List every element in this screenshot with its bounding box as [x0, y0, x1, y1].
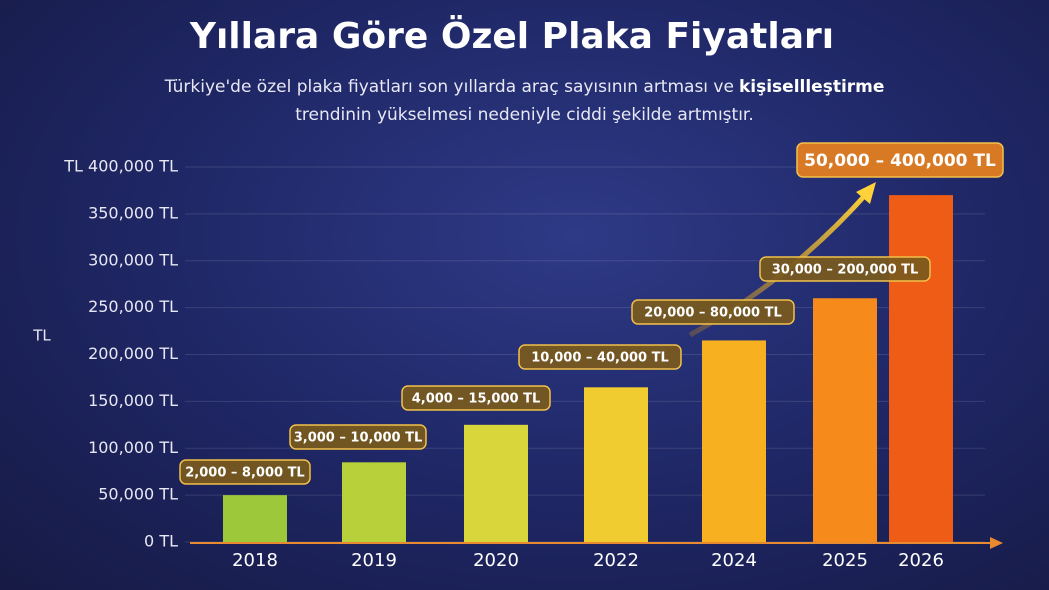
y-axis-label: TL: [32, 327, 51, 345]
bar: [889, 195, 953, 542]
subtitle-text: Türkiye'de özel plaka fiyatları son yıll…: [164, 77, 734, 97]
bar: [702, 340, 766, 542]
y-tick-label: 300,000 TL: [88, 250, 178, 269]
chart-title: Yıllara Göre Özel Plaka Fiyatları: [189, 15, 834, 57]
trend-arrowhead: [856, 182, 876, 204]
x-axis-arrow: [990, 537, 1003, 549]
range-badge: [179, 459, 311, 485]
bar: [813, 298, 877, 542]
range-label: 30,000 – 200,000 TL: [772, 263, 919, 278]
bar: [584, 387, 648, 542]
range-badge: [289, 424, 427, 450]
range-badge: [401, 385, 551, 411]
range-label: 20,000 – 80,000 TL: [644, 306, 782, 321]
y-tick-label: 200,000 TL: [88, 344, 178, 363]
x-tick-label: 2026: [898, 550, 944, 571]
subtitle: Türkiye'de özel plaka fiyatları son yıll…: [0, 73, 1049, 129]
y-tick-label: 100,000 TL: [88, 438, 178, 457]
range-label: 10,000 – 40,000 TL: [531, 351, 669, 366]
x-tick-label: 2018: [232, 550, 278, 571]
range-badge: [518, 344, 682, 370]
range-badge: [759, 256, 931, 282]
y-tick-label: 150,000 TL: [88, 391, 178, 410]
range-badge: [796, 142, 1004, 178]
y-tick-label: TL 400,000 TL: [63, 157, 178, 176]
range-label: 3,000 – 10,000 TL: [294, 431, 423, 446]
y-tick-label: 250,000 TL: [88, 297, 178, 316]
subtitle-bold: kişisellleştirme: [738, 77, 885, 97]
bar: [464, 424, 528, 542]
bar: [223, 495, 287, 542]
bar: [342, 462, 406, 542]
x-tick-label: 2020: [473, 550, 519, 571]
range-label: 4,000 – 15,000 TL: [412, 392, 541, 407]
x-tick-label: 2024: [711, 550, 757, 571]
x-tick-label: 2019: [351, 550, 397, 571]
range-label: 50,000 – 400,000 TL: [804, 151, 996, 171]
y-tick-label: 0 TL: [144, 532, 178, 551]
x-tick-label: 2022: [593, 550, 639, 571]
range-badge: [631, 299, 795, 325]
subtitle-text: trendinin yükselmesi nedeniyle ciddi şek…: [295, 105, 754, 125]
x-tick-label: 2025: [822, 550, 868, 571]
range-label: 2,000 – 8,000 TL: [185, 466, 304, 481]
y-tick-label: 350,000 TL: [88, 203, 178, 222]
y-tick-label: 50,000 TL: [98, 485, 178, 504]
